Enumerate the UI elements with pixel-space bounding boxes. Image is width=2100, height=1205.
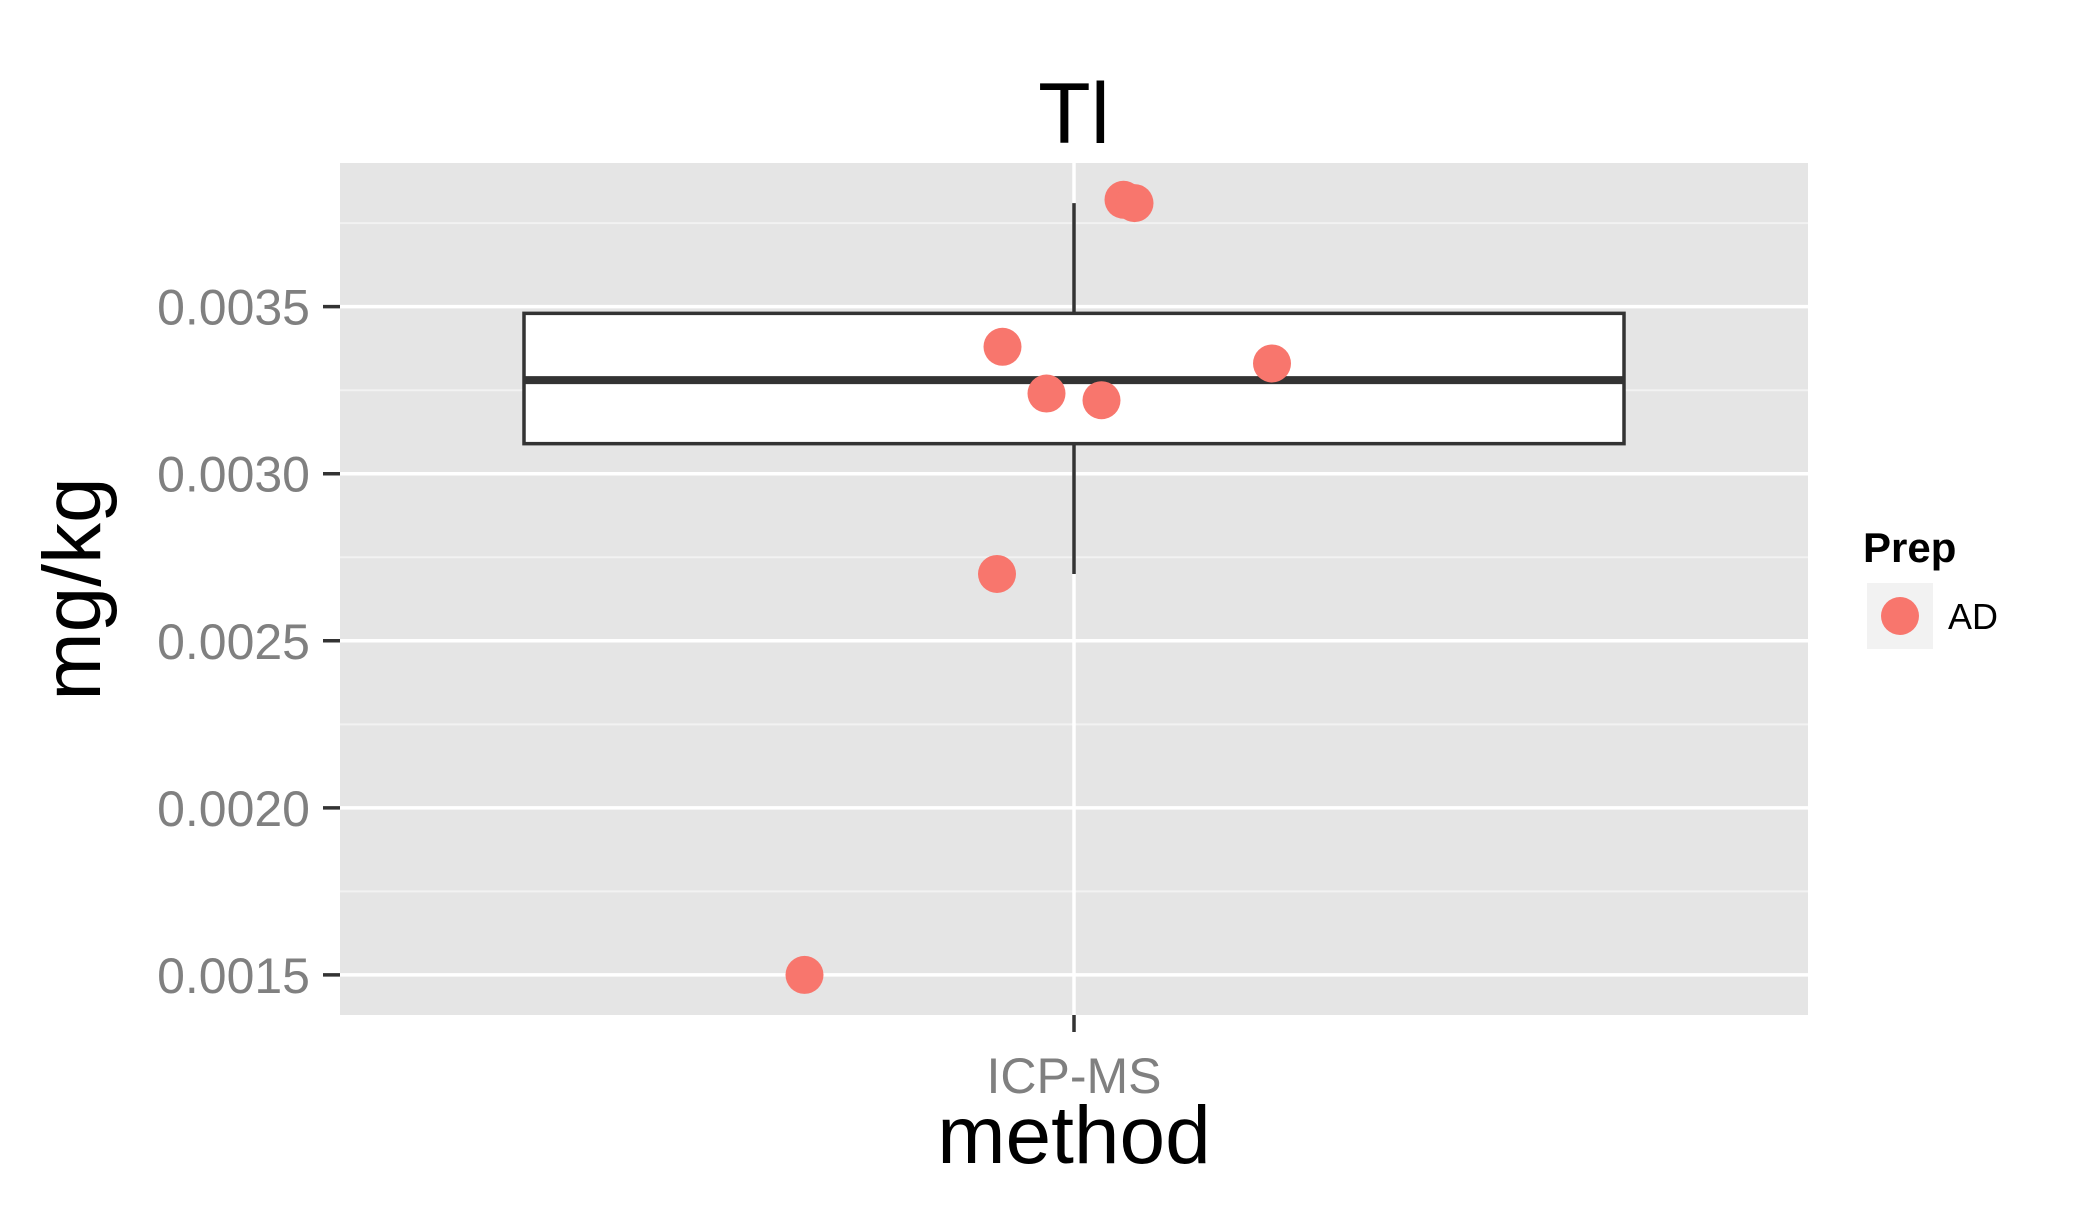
axes-layer: 0.0015 0.0020 0.0025 0.0030 0.0035 ICP-MS [157, 280, 1161, 1104]
y-tick-label: 0.0035 [157, 280, 310, 336]
data-point [785, 955, 824, 994]
data-point [1027, 374, 1066, 413]
x-axis-title: method [937, 1090, 1211, 1181]
y-axis-title: mg/kg [27, 477, 118, 700]
points-layer [785, 180, 1291, 994]
data-point [1115, 184, 1154, 223]
y-tick-label: 0.0015 [157, 948, 310, 1004]
legend-entries: AD [1867, 583, 1998, 649]
data-point [983, 327, 1022, 366]
data-point [1253, 344, 1291, 383]
data-point [1082, 381, 1121, 420]
data-point [978, 554, 1016, 593]
x-tick-label: ICP-MS [987, 1048, 1162, 1104]
legend-title: Prep [1863, 524, 1956, 571]
boxplot-layer [522, 203, 1626, 574]
legend: Prep AD [1863, 524, 1998, 649]
legend-label: AD [1948, 596, 1998, 637]
chart-title: Tl [1038, 66, 1110, 162]
legend-key-point [1881, 597, 1919, 635]
y-tick-label: 0.0025 [157, 614, 310, 670]
y-tick-label: 0.0030 [157, 447, 310, 503]
y-tick-label: 0.0020 [157, 781, 310, 837]
